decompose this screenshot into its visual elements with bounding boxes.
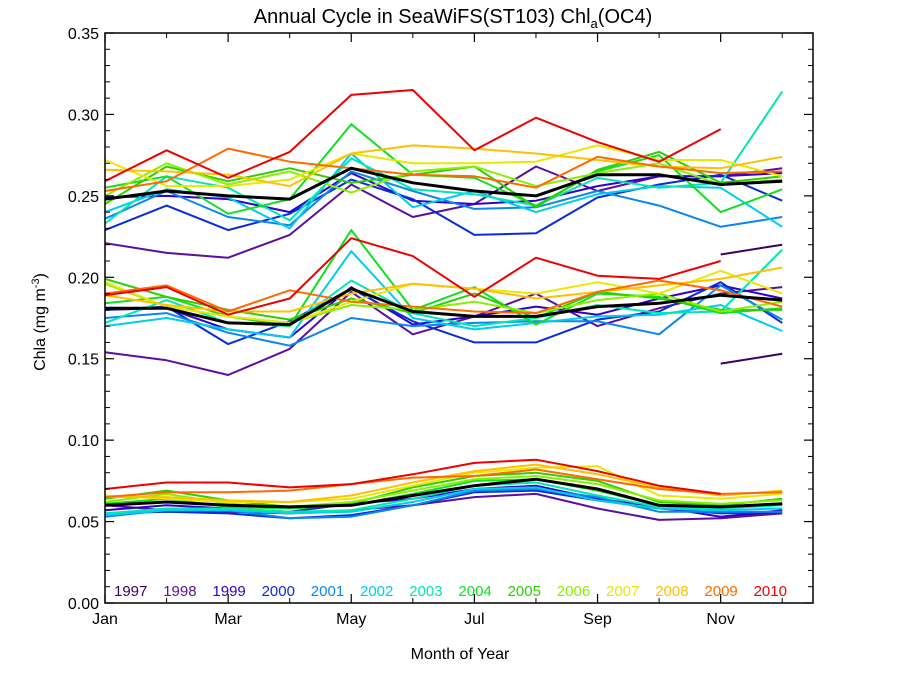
series-line-2010-upper <box>104 89 722 183</box>
legend-entry-2010: 2010 <box>754 583 787 600</box>
series-line-2009-mid <box>104 279 783 315</box>
x-tick-label: Sep <box>583 611 612 628</box>
legend-entry-2009: 2009 <box>704 583 737 600</box>
legend-entry-1998: 1998 <box>163 583 196 600</box>
x-tick-label: Jan <box>92 611 118 628</box>
series-line-2010-mid <box>104 237 721 316</box>
legend-entry-2004: 2004 <box>458 583 491 600</box>
legend: 1997 1998 1999 2000 2001 2002 2003 2004 2005 2006… <box>114 583 787 600</box>
series-line-2008-upper <box>104 144 783 188</box>
legend-entry-2001: 2001 <box>311 583 344 600</box>
x-axis-label: Month of Year <box>411 646 510 663</box>
series-line-2002-low <box>104 486 783 517</box>
y-tick-label: 0.20 <box>68 270 99 287</box>
series-line-2007-low <box>104 465 783 503</box>
series-line-2000-upper <box>104 173 783 236</box>
legend-entry-2000: 2000 <box>262 583 295 600</box>
series-line-2003-upper <box>104 91 784 225</box>
y-tick-label: 0.35 <box>68 26 99 43</box>
legend-entry-1999: 1999 <box>212 583 245 600</box>
y-tick-label: 0.00 <box>68 596 99 613</box>
series-line-2005-low <box>104 471 783 508</box>
series-line-2000-mid <box>104 281 783 346</box>
series-line-1997-mid <box>720 352 783 365</box>
axes: 0.00 0.05 0.10 0.15 0.20 0.25 0.30 0.35 Jan Mar Ma… <box>68 26 814 628</box>
series-line-2009-low <box>104 468 783 499</box>
series-line-2007-upper <box>104 144 783 188</box>
series-line-1997-upper <box>720 243 783 256</box>
legend-entry-2008: 2008 <box>655 583 688 600</box>
series-line-2010-low <box>104 458 721 495</box>
y-tick-label: 0.25 <box>68 189 99 206</box>
x-tick-label: Jul <box>464 611 484 628</box>
y-tick-label: 0.15 <box>68 352 99 369</box>
series-line-mean-mid <box>105 287 783 326</box>
x-tick-label: Nov <box>706 611 734 628</box>
legend-entry-2002: 2002 <box>360 583 393 600</box>
series-line-1998-low <box>104 492 783 521</box>
series-line-2009-upper <box>104 147 783 192</box>
legend-entry-2003: 2003 <box>409 583 442 600</box>
series-line-mean-low <box>104 477 783 509</box>
plot-frame <box>104 32 814 604</box>
y-tick-label: 0.30 <box>68 107 99 124</box>
chart-title: Annual Cycle in SeaWiFS(ST103) Chla(OC4) <box>254 6 652 31</box>
series-line-2003-low <box>104 481 783 515</box>
x-tick-label: May <box>336 611 366 628</box>
legend-entry-2007: 2007 <box>606 583 639 600</box>
y-tick-label: 0.10 <box>68 433 99 450</box>
legend-entry-2005: 2005 <box>508 583 541 600</box>
y-axis-label: Chla (mg m-3) <box>30 273 49 371</box>
x-tick-label: Mar <box>214 611 242 628</box>
series-line-mean-upper <box>104 166 783 201</box>
legend-entry-2006: 2006 <box>557 583 590 600</box>
legend-entry-1997: 1997 <box>114 583 147 600</box>
plot-lines <box>104 89 784 521</box>
y-tick-label: 0.05 <box>68 515 99 532</box>
